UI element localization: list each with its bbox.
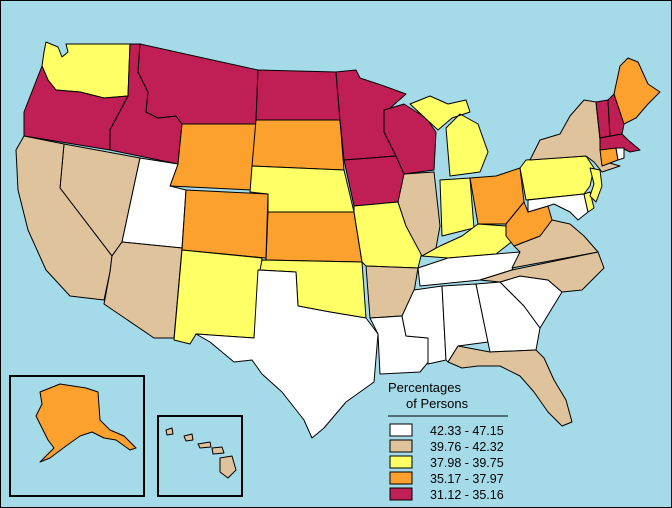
legend-swatch-3 xyxy=(389,455,413,469)
state-indiana[interactable] xyxy=(439,177,475,237)
alaska-inset-frame xyxy=(9,375,145,497)
state-north-carolina[interactable] xyxy=(479,251,605,293)
state-north-dakota[interactable] xyxy=(255,69,341,121)
legend-swatch-2 xyxy=(389,439,413,453)
state-michigan[interactable] xyxy=(409,95,489,177)
state-california[interactable] xyxy=(15,135,113,301)
state-south-dakota[interactable] xyxy=(251,119,345,171)
legend-label-3: 37.98 - 39.75 xyxy=(430,456,504,470)
state-rhode-island[interactable] xyxy=(615,147,625,161)
legend-swatch-4 xyxy=(389,471,413,485)
state-wisconsin[interactable] xyxy=(383,103,437,175)
state-new-hampshire[interactable] xyxy=(607,93,625,137)
state-florida[interactable] xyxy=(447,345,573,427)
legend-title-line1: Percentages xyxy=(388,380,461,395)
legend-swatch-1 xyxy=(389,423,413,437)
state-new-mexico[interactable] xyxy=(173,249,263,345)
state-maine[interactable] xyxy=(613,57,661,125)
legend-label-1: 42.33 - 47.15 xyxy=(430,424,504,438)
state-texas[interactable] xyxy=(195,269,379,439)
state-iowa[interactable] xyxy=(343,155,407,207)
legend-swatch-5 xyxy=(389,487,413,501)
state-colorado[interactable] xyxy=(181,189,269,259)
state-west-virginia[interactable] xyxy=(505,201,553,247)
legend: Percentages of Persons 42.33 - 47.15 39.7… xyxy=(388,380,508,502)
legend-label-5: 31.12 - 35.16 xyxy=(430,488,504,502)
hawaii-inset-frame xyxy=(157,415,243,497)
state-delaware[interactable] xyxy=(583,191,595,213)
state-pennsylvania[interactable] xyxy=(519,155,595,201)
legend-label-2: 39.76 - 42.32 xyxy=(430,440,504,454)
legend-label-4: 35.17 - 37.97 xyxy=(430,472,504,486)
state-hawaii[interactable] xyxy=(165,427,237,479)
state-alaska[interactable] xyxy=(35,383,137,463)
state-kansas[interactable] xyxy=(265,211,363,263)
legend-title-line2: of Persons xyxy=(406,396,469,411)
state-wyoming[interactable] xyxy=(169,123,257,191)
